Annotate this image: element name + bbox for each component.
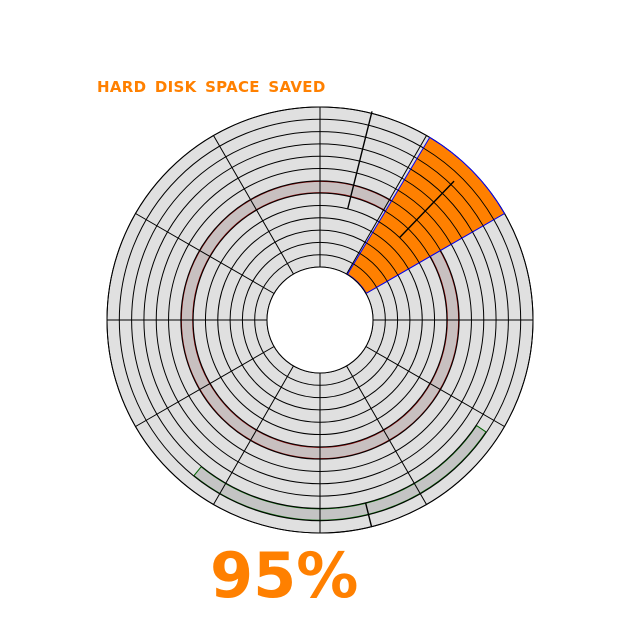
radial-spoke	[213, 365, 294, 505]
sector-tick	[347, 111, 373, 210]
radial-spoke	[135, 346, 275, 427]
saved-sector	[346, 136, 506, 294]
radial-spoke	[346, 365, 427, 505]
radial-spoke	[135, 213, 275, 294]
saved-sector-track	[372, 231, 409, 270]
disk-spokes	[107, 107, 533, 533]
saved-sector-track	[423, 147, 495, 220]
saved-sector-track	[397, 189, 452, 245]
saved-sector-track	[359, 253, 388, 282]
saved-sector-track	[404, 179, 463, 239]
saved-sector-track	[416, 158, 484, 227]
sector-tick	[364, 502, 373, 527]
saved-sector-track	[391, 200, 441, 251]
saved-sector-track	[385, 210, 431, 257]
saved-sector-track	[410, 168, 473, 233]
saved-sector-track	[353, 263, 377, 288]
radial-spoke	[213, 135, 294, 275]
sector-tick-marks	[347, 111, 455, 527]
saved-sector-track	[366, 242, 399, 276]
sector-tick	[399, 180, 455, 239]
title-label: HARD DISK SPACE SAVED	[97, 78, 326, 96]
radial-spoke	[365, 346, 505, 427]
disk-hub	[266, 266, 374, 374]
radial-spoke	[346, 135, 427, 275]
saved-sector-track	[378, 221, 420, 263]
percent-saved-value: 95%	[210, 539, 359, 612]
